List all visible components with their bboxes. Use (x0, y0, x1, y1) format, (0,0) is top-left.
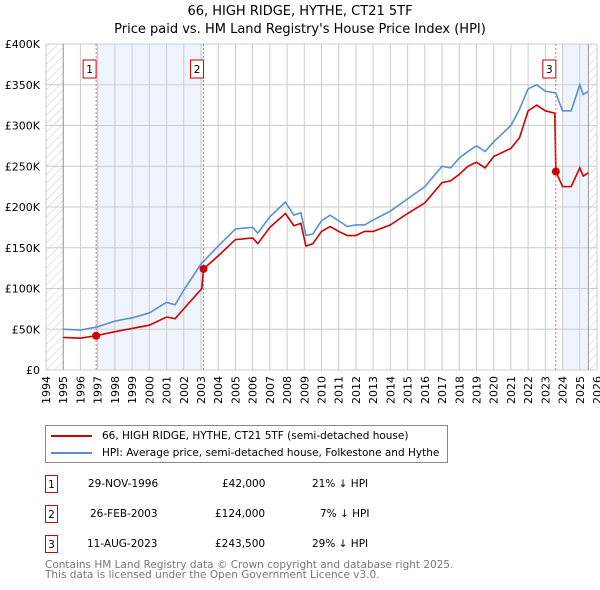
y-tick-label: £150K (5, 242, 41, 255)
legend-label-property: 66, HIGH RIDGE, HYTHE, CT21 5TF (semi-de… (102, 430, 409, 442)
sale-badge-label: 3 (546, 64, 553, 76)
sale-hpi-diff: 21% ↓ HPI (312, 478, 369, 490)
sale-date: 11-AUG-2023 (87, 538, 158, 550)
x-tick-label: 2013 (367, 376, 380, 404)
sale-point (92, 331, 101, 340)
x-tick-label: 2002 (178, 376, 191, 404)
x-tick-label: 2004 (212, 376, 225, 404)
legend-swatch-red (51, 435, 92, 437)
x-tick-label: 2021 (505, 376, 518, 404)
x-tick-label: 1996 (74, 376, 87, 404)
sale-hpi-diff: 7% ↓ HPI (320, 508, 370, 520)
x-tick-label: 2011 (333, 376, 346, 404)
sale-badge-label: 2 (194, 64, 201, 76)
x-tick-label: 1998 (109, 376, 122, 404)
sale-date: 29-NOV-1996 (88, 478, 159, 490)
x-tick-label: 2019 (470, 376, 483, 404)
footer-copyright: Contains HM Land Registry data © Crown c… (45, 559, 454, 571)
chart-title: 66, HIGH RIDGE, HYTHE, CT21 5TF (187, 4, 413, 19)
x-tick-label: 2020 (488, 376, 501, 404)
x-tick-label: 2009 (298, 376, 311, 404)
x-tick-label: 2001 (161, 376, 174, 404)
hpi-line (63, 82, 589, 331)
x-tick-label: 2006 (247, 376, 260, 404)
sale-badge (190, 59, 205, 79)
x-tick-label: 2000 (143, 376, 156, 404)
sale-badge (82, 59, 97, 79)
legend-label-hpi: HPI: Average price, semi-detached house,… (102, 447, 440, 459)
y-tick-label: £100K (5, 283, 41, 296)
x-tick-label: 2010 (316, 376, 329, 404)
sale-badge: 3 (45, 535, 58, 553)
x-tick-label: 1995 (57, 376, 70, 404)
footer-licence: This data is licensed under the Open Gov… (45, 569, 380, 581)
chart-subtitle: Price paid vs. HM Land Registry's House … (114, 22, 486, 37)
x-tick-label: 2017 (436, 376, 449, 404)
x-tick-label: 2003 (195, 376, 208, 404)
y-tick-label: £200K (5, 201, 41, 214)
sale-badge (542, 59, 557, 79)
y-tick-label: £300K (5, 120, 41, 133)
x-tick-label: 2026 (591, 376, 600, 404)
x-tick-label: 2025 (574, 376, 587, 404)
sale-point (199, 264, 208, 273)
sale-hpi-diff: 29% ↓ HPI (312, 538, 369, 550)
sale-badge-label: 1 (86, 64, 93, 76)
x-tick-label: 2015 (402, 376, 415, 404)
x-tick-label: 2023 (539, 376, 552, 404)
x-tick-label: 2024 (557, 376, 570, 404)
y-tick-label: £400K (5, 38, 41, 51)
x-tick-label: 2005 (229, 376, 242, 404)
x-tick-label: 2018 (453, 376, 466, 404)
sale-badge: 2 (45, 505, 58, 523)
legend-swatch-blue (51, 452, 92, 454)
y-tick-label: £350K (5, 79, 41, 92)
footer: Contains HM Land Registry data © Crown c… (45, 559, 454, 581)
sale-date: 26-FEB-2003 (90, 508, 158, 520)
y-tick-label: £0 (26, 364, 40, 377)
x-tick-label: 2016 (419, 376, 432, 404)
y-tick-label: £50K (12, 323, 41, 336)
sale-price: £42,000 (222, 478, 266, 490)
y-tick-label: £250K (5, 160, 41, 173)
sale-point (551, 167, 560, 176)
legend: 66, HIGH RIDGE, HYTHE, CT21 5TF (semi-de… (45, 425, 448, 463)
price-chart: 1994 1995 1996 1997 1998 1999 2000 2001 2002 2003… (5, 38, 600, 404)
price-paid-line (63, 104, 589, 340)
sale-price: £243,500 (215, 538, 266, 550)
x-tick-label: 2007 (264, 376, 277, 404)
x-tick-label: 1994 (40, 376, 53, 404)
x-tick-label: 1997 (92, 376, 105, 404)
x-tick-label: 2012 (350, 376, 363, 404)
x-tick-label: 2008 (281, 376, 294, 404)
x-tick-label: 2022 (522, 376, 535, 404)
sale-badge: 1 (45, 475, 58, 493)
x-tick-label: 2014 (384, 376, 397, 404)
x-tick-label: 1999 (126, 376, 139, 404)
sale-price: £124,000 (215, 508, 266, 520)
